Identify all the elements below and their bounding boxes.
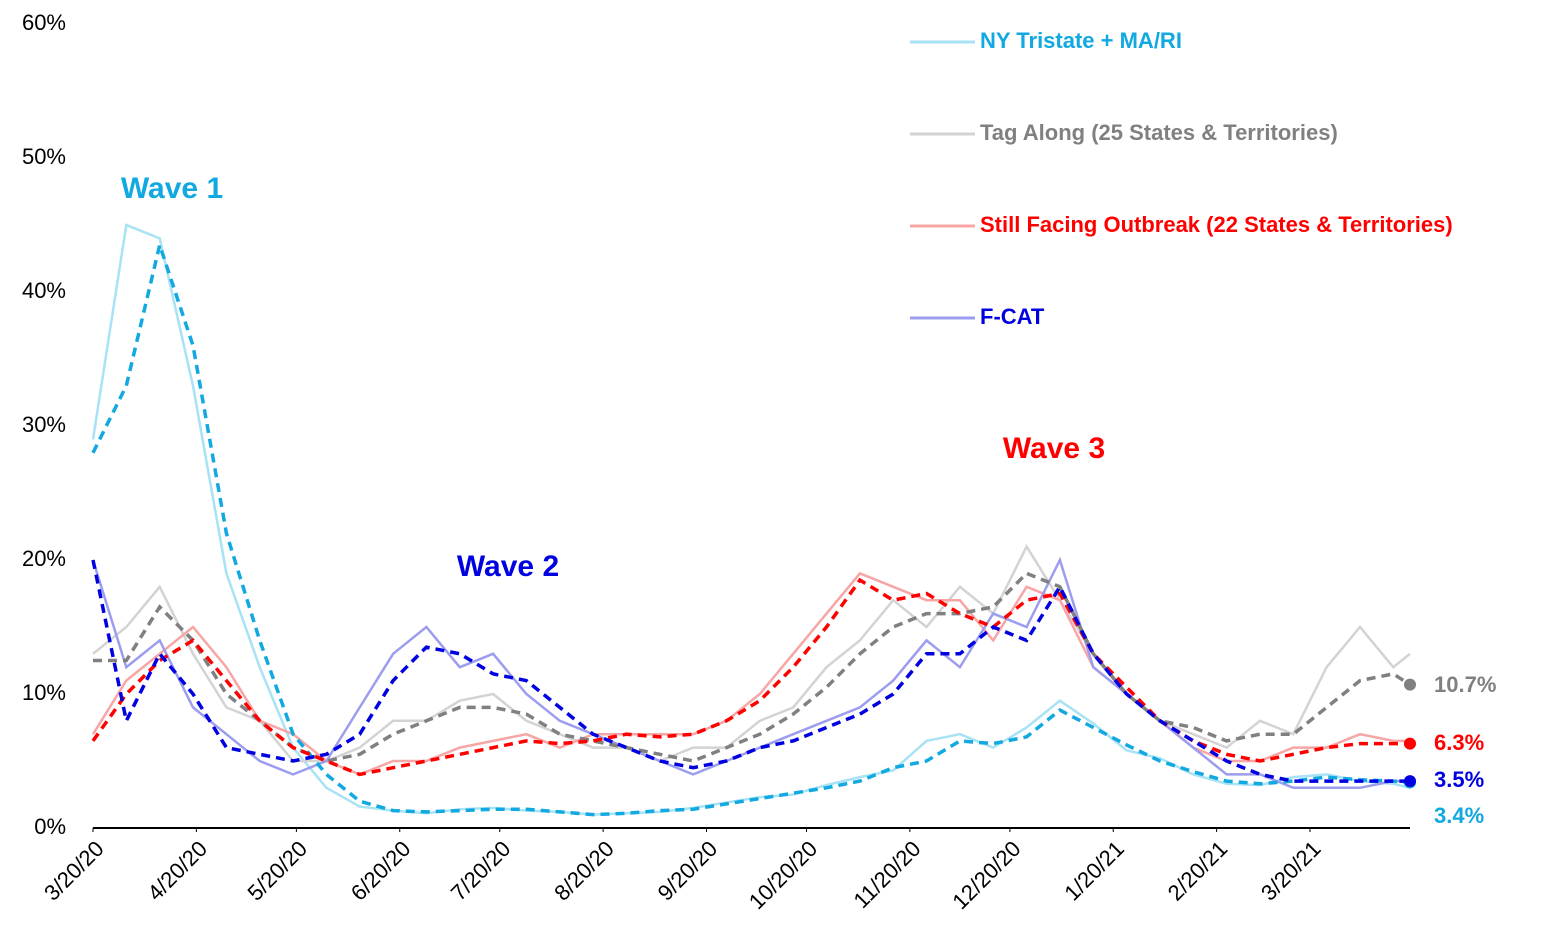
annotation: Wave 3 (1003, 432, 1105, 465)
y-tick-label: 10% (22, 680, 66, 705)
end-point (1404, 678, 1416, 691)
legend-label: Tag Along (25 States & Territories) (980, 120, 1338, 145)
x-tick-label: 12/20/20 (947, 836, 1025, 914)
end-label: 10.7% (1434, 672, 1496, 697)
x-tick-label: 10/20/20 (744, 836, 822, 914)
y-tick-label: 0% (34, 814, 66, 839)
y-tick-label: 50% (22, 144, 66, 169)
legend-label: NY Tristate + MA/RI (980, 28, 1182, 53)
x-tick-label: 5/20/20 (242, 836, 312, 906)
x-tick-label: 9/20/20 (653, 836, 723, 906)
y-tick-label: 30% (22, 412, 66, 437)
x-tick-label: 8/20/20 (549, 836, 619, 906)
daily-line (91, 571, 1410, 776)
trend-line (91, 559, 1410, 783)
x-tick-label: 6/20/20 (346, 836, 416, 906)
legend-label: Still Facing Outbreak (22 States & Terri… (980, 212, 1453, 237)
x-tick-label: 11/20/20 (848, 836, 925, 913)
legend-label: F-CAT (980, 304, 1045, 329)
x-tick-label: 3/20/20 (39, 836, 109, 906)
daily-line (92, 544, 1411, 763)
x-tick-label: 4/20/20 (142, 836, 212, 906)
daily-line (91, 556, 1410, 790)
x-tick-label: 1/20/21 (1059, 836, 1129, 906)
y-tick-label: 20% (22, 546, 66, 571)
y-tick-label: 40% (22, 278, 66, 303)
daily-line (91, 223, 1411, 816)
end-label: 3.5% (1434, 767, 1484, 792)
x-tick-label: 2/20/21 (1163, 836, 1233, 906)
end-point (1404, 775, 1416, 788)
x-tick-label: 3/20/21 (1256, 836, 1326, 906)
annotation: Wave 1 (121, 172, 223, 205)
end-label: 3.4% (1434, 803, 1484, 828)
end-label: 6.3% (1434, 730, 1484, 755)
trend-line (91, 577, 1410, 777)
y-tick-label: 60% (22, 10, 66, 35)
annotation: Wave 2 (457, 550, 559, 583)
x-tick-label: 7/20/20 (446, 836, 516, 906)
trend-line (93, 571, 1411, 763)
end-point (1404, 737, 1416, 750)
trend-line (91, 238, 1411, 817)
